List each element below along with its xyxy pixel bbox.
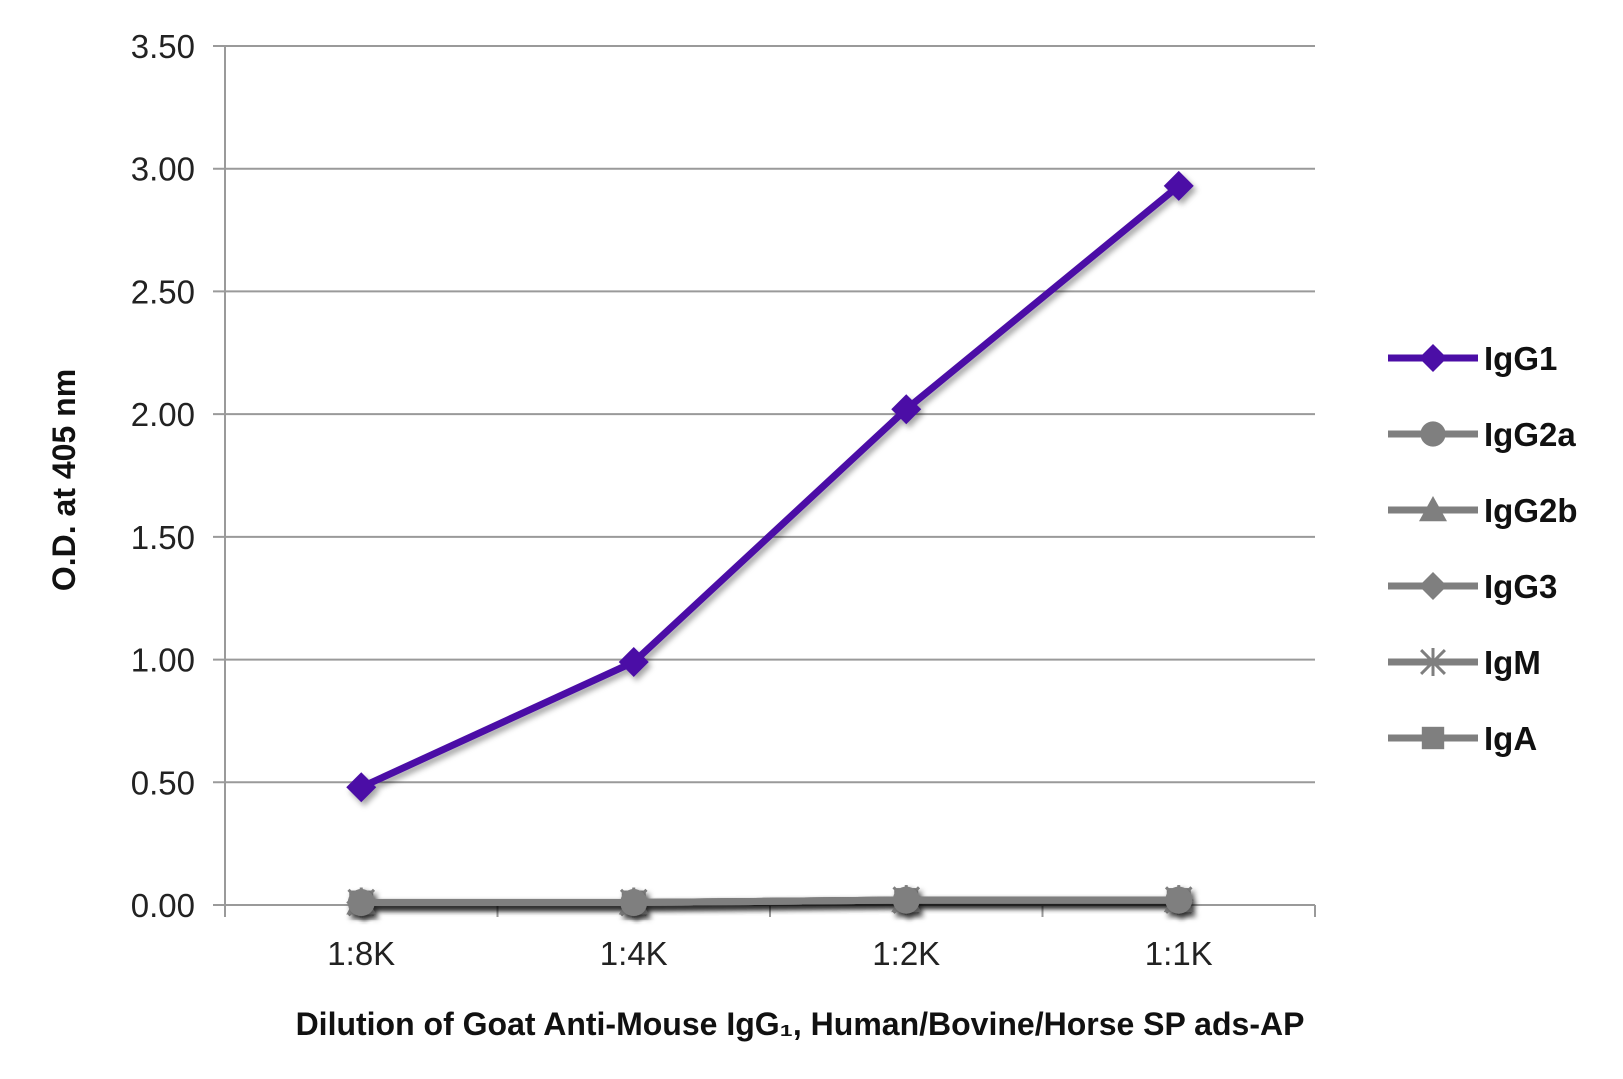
x-tick-label: 1:8K <box>327 935 395 972</box>
legend-swatch-marker <box>1420 421 1446 447</box>
y-tick-label: 3.50 <box>131 28 195 65</box>
legend-item-iga: IgA <box>1388 720 1537 757</box>
legend: IgG1 IgG2a IgG2b IgG3 IgM IgA <box>1388 340 1578 757</box>
data-point-igg1 <box>891 394 922 425</box>
data-point-igg2a <box>620 889 648 917</box>
legend-label: IgG3 <box>1484 568 1557 605</box>
series-line-igg1 <box>359 183 1181 791</box>
y-tick-label: 0.00 <box>131 887 195 924</box>
series-layer <box>346 170 1194 918</box>
data-point-igg1 <box>618 647 649 678</box>
data-point-igg1 <box>1163 170 1194 201</box>
series-igg1 <box>346 170 1194 803</box>
legend-label: IgM <box>1484 644 1541 681</box>
x-axis-title: Dilution of Goat Anti-Mouse IgG₁, Human/… <box>296 1006 1305 1042</box>
axes: 0.00 0.50 1.00 1.50 2.00 2.50 3.00 3.50 1:8K 1:4K… <box>131 28 1316 972</box>
data-point-igg2a <box>347 889 375 917</box>
legend-item-igg2b: IgG2b <box>1388 492 1578 529</box>
y-tick-label: 1.50 <box>131 519 195 556</box>
data-point-igg2a <box>1165 886 1193 914</box>
y-tick-label: 0.50 <box>131 764 195 801</box>
legend-swatch-marker <box>1419 344 1447 372</box>
legend-label: IgG2a <box>1484 416 1576 453</box>
legend-swatch-marker <box>1419 572 1447 600</box>
y-tick-label: 2.00 <box>131 396 195 433</box>
y-tick-label: 1.00 <box>131 642 195 679</box>
legend-label: IgA <box>1484 720 1537 757</box>
legend-swatch-marker <box>1420 648 1446 676</box>
legend-item-igg1: IgG1 <box>1388 340 1557 377</box>
x-tick-label: 1:1K <box>1145 935 1213 972</box>
y-tick-label: 3.00 <box>131 151 195 188</box>
legend-swatch-marker <box>1419 496 1447 522</box>
legend-swatch-marker <box>1421 726 1445 750</box>
legend-item-igg2a: IgG2a <box>1388 416 1576 453</box>
legend-label: IgG2b <box>1484 492 1578 529</box>
legend-item-igg3: IgG3 <box>1388 568 1557 605</box>
data-point-igg1 <box>346 772 377 803</box>
legend-item-igm: IgM <box>1388 644 1541 681</box>
series-line-igg2a <box>361 896 1179 907</box>
series-igg2a <box>347 886 1193 917</box>
x-tick-label: 1:4K <box>600 935 668 972</box>
data-point-igg2a <box>892 886 920 914</box>
legend-label: IgG1 <box>1484 340 1557 377</box>
x-tick-label: 1:2K <box>872 935 940 972</box>
gridlines <box>213 45 1315 906</box>
y-axis-title: O.D. at 405 nm <box>46 369 82 591</box>
y-tick-label: 2.50 <box>131 273 195 310</box>
